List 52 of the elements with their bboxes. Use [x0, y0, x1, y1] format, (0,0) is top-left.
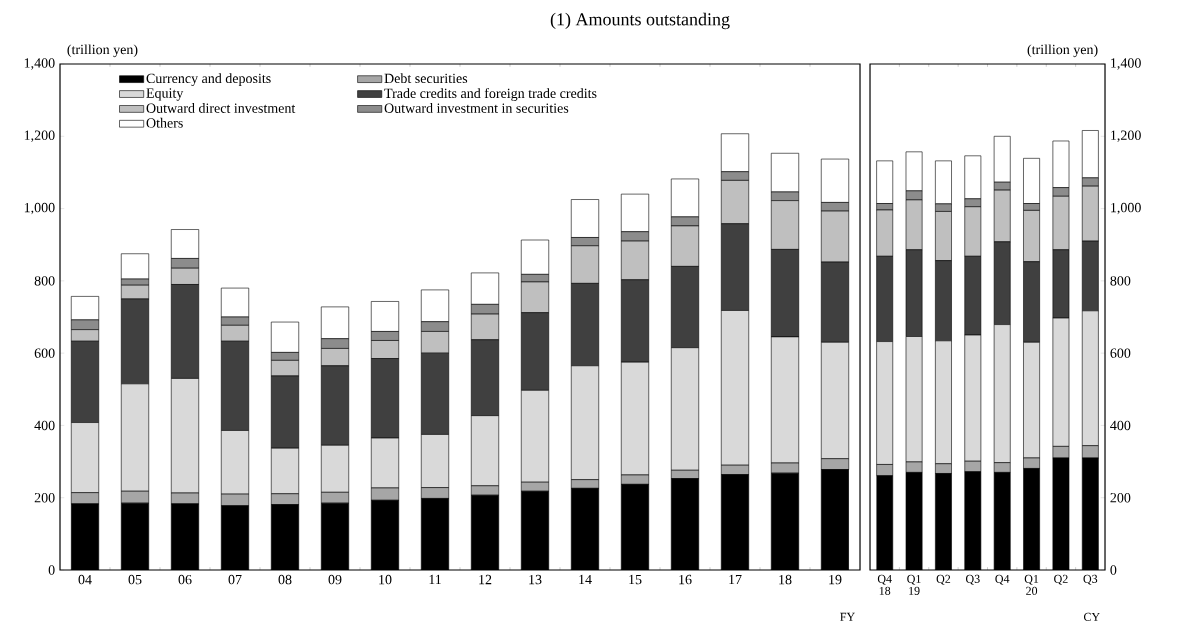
y-tick-label: 600 — [1110, 348, 1131, 358]
x-tick-label: Q3 — [1083, 574, 1098, 585]
x-tick-label: 16 — [679, 574, 692, 585]
y-tick-label: 1,200 — [1111, 130, 1141, 143]
legend-label: Debt securities — [384, 73, 468, 84]
y-tick-label: 0 — [1110, 565, 1117, 575]
x-tick-label: 09 — [328, 574, 342, 585]
y-tick-label: 200 — [34, 492, 55, 503]
y-tick-label: 1,200 — [24, 130, 55, 143]
x-tick-label: 13 — [529, 574, 542, 585]
x-tick-label: Q4 — [995, 574, 1010, 585]
x-tick-label: Q3 — [965, 574, 980, 585]
legend-label: Outward investment in securities — [384, 103, 569, 113]
y-tick-label: 400 — [34, 420, 55, 431]
x-tick-label: Q1 20 — [1024, 574, 1039, 595]
legend-label: Others — [146, 117, 183, 128]
x-tick-label: Q2 — [936, 574, 951, 585]
y-tick-label: 0 — [48, 565, 55, 575]
x-tick-label: Q2 — [1054, 574, 1068, 585]
y-tick-label: 1,400 — [24, 58, 55, 70]
x-axis-title: FY — [840, 612, 855, 621]
chart-title: (1) Amounts outstanding — [550, 12, 730, 30]
x-tick-label: 12 — [479, 574, 492, 585]
y-tick-label: 1,000 — [1111, 202, 1141, 215]
x-tick-label: 14 — [579, 574, 592, 585]
x-tick-label: 18 — [779, 574, 792, 585]
y-axis-title: (trillion yen) — [67, 44, 138, 58]
x-tick-label: 04 — [78, 574, 92, 585]
legend-label: Trade credits and foreign trade credits — [384, 88, 597, 101]
x-tick-label: Q1 19 — [907, 574, 921, 595]
y-axis-title: (trillion yen) — [1027, 44, 1098, 58]
x-axis-title: CY — [1083, 612, 1100, 621]
x-tick-label: 07 — [228, 574, 242, 585]
y-tick-label: 600 — [34, 348, 55, 358]
y-tick-label: 1,000 — [24, 202, 55, 215]
legend-label: Currency and deposits — [146, 73, 271, 86]
x-tick-label: 15 — [629, 574, 642, 585]
y-tick-label: 200 — [1110, 492, 1131, 503]
x-tick-label: 08 — [278, 574, 292, 585]
x-tick-label: 11 — [429, 574, 441, 585]
x-tick-label: 10 — [379, 574, 392, 585]
y-tick-label: 800 — [34, 276, 55, 286]
x-tick-label: 17 — [729, 574, 742, 585]
x-tick-label: 06 — [178, 574, 192, 585]
x-tick-label: 19 — [829, 574, 842, 585]
x-tick-label: Q4 18 — [877, 574, 892, 595]
legend-label: Outward direct investment — [146, 103, 296, 113]
y-tick-label: 400 — [1110, 420, 1131, 431]
y-tick-label: 800 — [1110, 276, 1131, 286]
legend-label: Equity — [146, 88, 184, 101]
y-tick-label: 1,400 — [1111, 58, 1141, 70]
x-tick-label: 05 — [128, 574, 142, 585]
